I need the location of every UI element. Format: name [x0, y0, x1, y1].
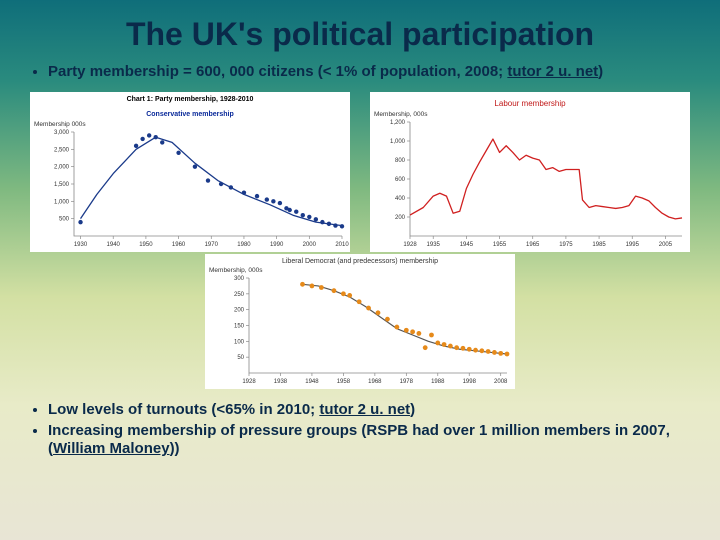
svg-text:250: 250 — [234, 292, 245, 298]
svg-text:1940: 1940 — [107, 242, 121, 248]
bullet-text-post: )) — [170, 440, 180, 457]
svg-text:1975: 1975 — [559, 242, 573, 248]
svg-text:1,200: 1,200 — [390, 120, 406, 126]
svg-text:1,500: 1,500 — [54, 182, 70, 188]
link-maloney[interactable]: William Maloney — [53, 440, 170, 457]
svg-text:Chart 1: Party membership, 19: Chart 1: Party membership, 1928-2010 — [127, 96, 254, 103]
svg-text:400: 400 — [395, 196, 406, 202]
svg-text:1,000: 1,000 — [390, 139, 406, 145]
bottom-bullets: Low levels of turnouts (<65% in 2010; tu… — [0, 395, 720, 459]
svg-text:1980: 1980 — [237, 242, 251, 248]
svg-text:1948: 1948 — [305, 379, 319, 385]
svg-text:200: 200 — [234, 307, 245, 313]
svg-text:1960: 1960 — [172, 242, 186, 248]
svg-text:1945: 1945 — [460, 242, 474, 248]
link-tutor2u-1[interactable]: tutor 2 u. net — [507, 63, 598, 80]
svg-text:1988: 1988 — [431, 379, 445, 385]
svg-text:200: 200 — [395, 215, 406, 221]
svg-text:1958: 1958 — [337, 379, 351, 385]
svg-text:500: 500 — [59, 216, 70, 222]
svg-text:2008: 2008 — [494, 379, 508, 385]
svg-text:1965: 1965 — [526, 242, 540, 248]
svg-text:1970: 1970 — [205, 242, 219, 248]
svg-text:Conservative membership: Conservative membership — [146, 111, 234, 118]
svg-text:1935: 1935 — [427, 242, 441, 248]
svg-text:1985: 1985 — [592, 242, 606, 248]
svg-text:50: 50 — [237, 355, 244, 361]
svg-text:100: 100 — [234, 339, 245, 345]
svg-text:1968: 1968 — [368, 379, 382, 385]
link-tutor2u-2[interactable]: tutor 2 u. net — [319, 401, 410, 418]
svg-text:Membership, 000s: Membership, 000s — [374, 111, 428, 118]
svg-text:1928: 1928 — [242, 379, 256, 385]
svg-text:800: 800 — [395, 158, 406, 164]
page-title: The UK's political participation — [0, 0, 720, 63]
svg-text:3,000: 3,000 — [54, 130, 70, 136]
bullet-text: Low levels of turnouts (<65% in 2010; — [48, 401, 319, 418]
svg-text:Membership 000s: Membership 000s — [34, 121, 86, 128]
svg-text:2,000: 2,000 — [54, 164, 70, 170]
svg-text:1,000: 1,000 — [54, 199, 70, 205]
svg-text:1978: 1978 — [400, 379, 414, 385]
bullet-text-post: ) — [598, 63, 603, 80]
charts-row: Chart 1: Party membership, 1928-2010 Cons… — [0, 84, 720, 252]
bullet-turnout: Low levels of turnouts (<65% in 2010; tu… — [48, 401, 692, 420]
chart-conservative: Chart 1: Party membership, 1928-2010 Cons… — [30, 92, 350, 252]
svg-text:300: 300 — [234, 276, 245, 282]
svg-text:Membership, 000s: Membership, 000s — [209, 267, 263, 274]
chart-libdem: Liberal Democrat (and predecessors) memb… — [205, 254, 515, 389]
top-bullets: Party membership = 600, 000 citizens (< … — [0, 63, 720, 82]
svg-text:1950: 1950 — [139, 242, 153, 248]
svg-text:1930: 1930 — [74, 242, 88, 248]
bullet-membership: Party membership = 600, 000 citizens (< … — [48, 63, 692, 82]
svg-text:2,500: 2,500 — [54, 147, 70, 153]
svg-text:2005: 2005 — [659, 242, 673, 248]
svg-text:1938: 1938 — [274, 379, 288, 385]
chart-center-wrap: Liberal Democrat (and predecessors) memb… — [0, 252, 720, 395]
svg-text:1998: 1998 — [463, 379, 477, 385]
svg-text:600: 600 — [395, 177, 406, 183]
svg-text:150: 150 — [234, 323, 245, 329]
bullet-text-post: ) — [410, 401, 415, 418]
svg-text:1928: 1928 — [403, 242, 417, 248]
bullet-pressure-groups: Increasing membership of pressure groups… — [48, 422, 692, 460]
svg-text:Liberal Democrat (and predeces: Liberal Democrat (and predecessors) memb… — [282, 258, 438, 265]
svg-text:1995: 1995 — [626, 242, 640, 248]
svg-text:2000: 2000 — [303, 242, 317, 248]
svg-text:1990: 1990 — [270, 242, 284, 248]
slide: The UK's political participation Party m… — [0, 0, 720, 540]
svg-text:Labour membership: Labour membership — [494, 99, 566, 108]
chart-labour: Labour membership Membership, 000s 200 400 6… — [370, 92, 690, 252]
svg-text:1955: 1955 — [493, 242, 507, 248]
bullet-text: Party membership = 600, 000 citizens (< … — [48, 63, 507, 80]
svg-text:2010: 2010 — [335, 242, 349, 248]
